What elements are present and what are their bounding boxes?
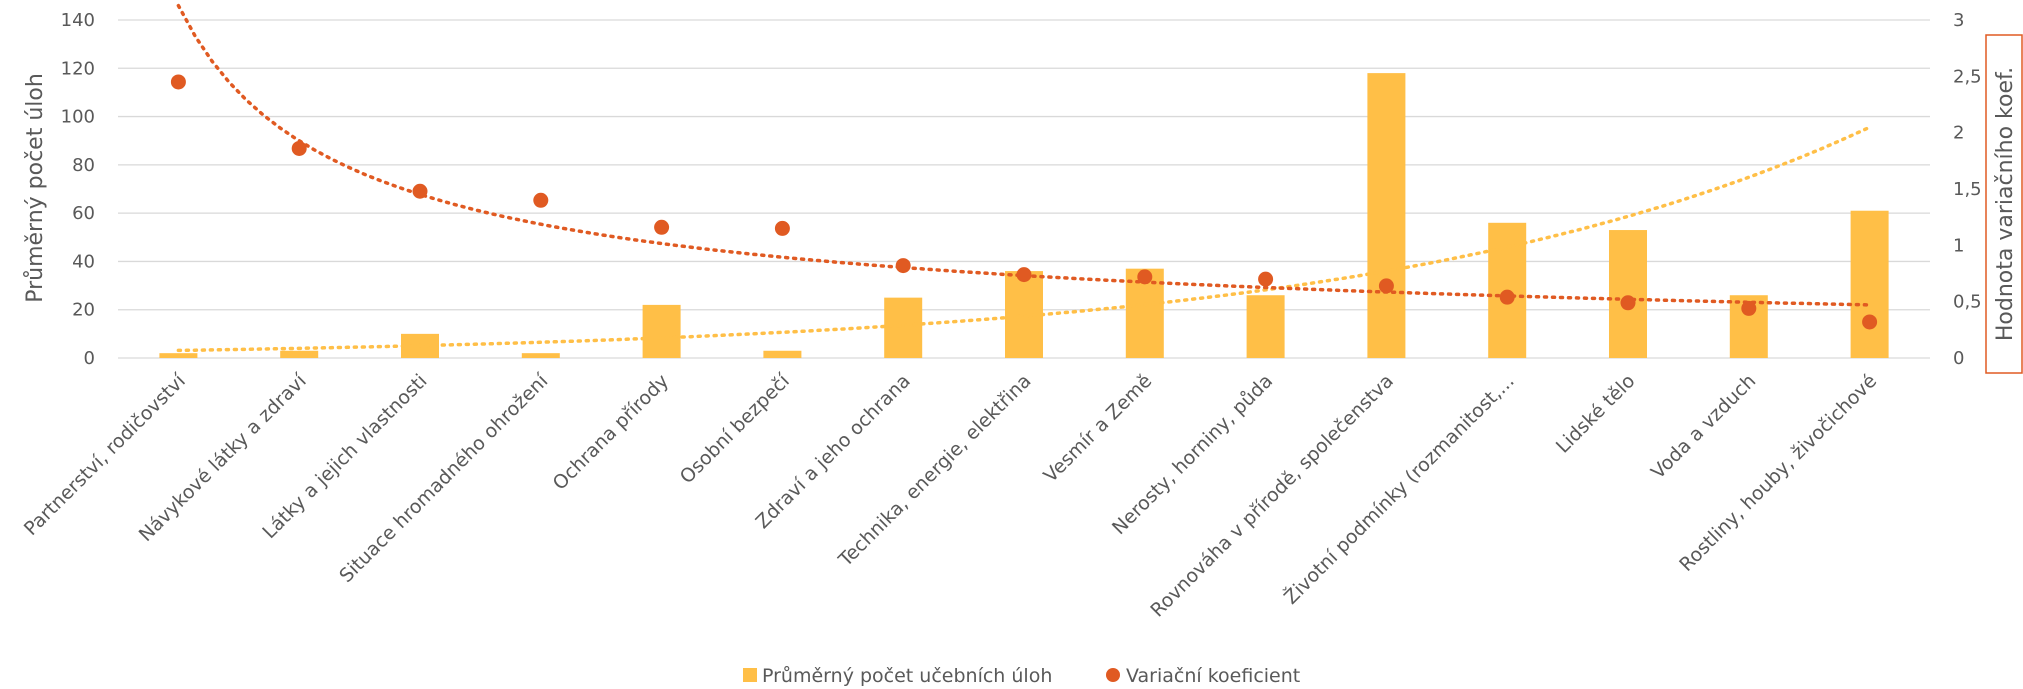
scatter-point [291,140,307,156]
category-label: Voda a vzduch [1647,370,1760,483]
left-tick-label: 40 [72,251,95,272]
scatter-point [1258,271,1274,287]
bar [159,353,198,358]
scatter-point [895,258,911,274]
scatter-point [1620,295,1636,311]
scatter-point [1378,278,1394,294]
category-label: Ochrana přírody [549,370,674,495]
bar [763,350,802,358]
right-axis-title: Hodnota variačního koef. [1993,67,2018,341]
scatter-point [1862,314,1878,330]
right-tick-label: 2,5 [1953,66,1982,87]
left-tick-label: 0 [84,348,95,369]
scatter-point [1741,300,1757,316]
right-tick-label: 0 [1953,348,1964,369]
bar [1367,73,1406,358]
legend-label-cv: Variační koeficient [1126,665,1300,687]
scatter-point [774,220,790,236]
legend-label-bars: Průměrný počet učebních úloh [762,665,1052,687]
category-label: Rovnováha v přírodě, společenstva [1146,370,1398,622]
bar-trendline [176,125,1872,353]
bar [1005,271,1043,358]
right-tick-label: 2 [1953,123,1964,144]
gridlines [118,19,1930,359]
scatter-point [654,219,670,235]
left-tick-label: 120 [61,58,95,79]
bar [1850,210,1889,358]
bar [280,350,319,358]
left-axis-title: Průměrný počet úloh [23,73,48,303]
category-label: Rostliny, houby, živočichové [1675,370,1881,576]
right-tick-label: 3 [1953,10,1964,31]
category-label: Situace hromadného ohrožení [335,369,553,587]
category-label: Osobní bezpečí [676,369,795,488]
scatter-point [1016,267,1032,283]
category-label: Technika, energie, elektřina [834,370,1036,572]
scatter-series [170,74,1878,330]
right-tick-label: 0,5 [1953,292,1982,313]
scatter-point [1499,289,1515,305]
right-tick-label: 1 [1953,235,1964,256]
legend-swatch-cv [1106,668,1120,682]
left-tick-label: 20 [72,300,95,321]
right-axis-ticks: 0 0,5 1 1,5 2 2,5 3 [1953,10,1982,369]
category-label: Vesmír a Země [1039,370,1156,487]
left-tick-label: 140 [61,10,95,31]
bar [642,304,681,358]
legend: Průměrný počet učebních úloh Variační ko… [743,665,1300,687]
right-tick-label: 1,5 [1953,179,1982,200]
scatter-point [1137,269,1153,285]
bar [1609,230,1647,358]
left-axis-ticks: 0 20 40 60 80 100 120 140 [61,10,95,369]
scatter-point [533,192,549,208]
category-label: Životní podmínky (rozmanitost,... [1279,369,1518,608]
category-label: Lidské tělo [1552,370,1640,458]
left-tick-label: 60 [72,203,95,224]
legend-swatch-bars [743,668,757,682]
left-tick-label: 80 [72,155,95,176]
left-tick-label: 100 [61,107,95,128]
bar [1246,295,1285,358]
bar-series [159,73,1889,358]
scatter-point [412,183,428,199]
scatter-point [170,74,186,90]
right-axis-title-frame [1985,34,2023,374]
bar [521,353,560,358]
